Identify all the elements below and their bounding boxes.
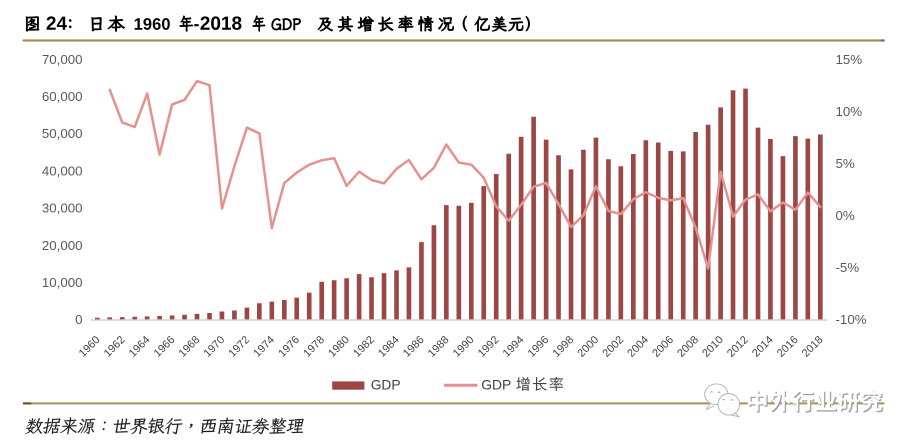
svg-text:20,000: 20,000	[42, 238, 83, 253]
svg-text:GDP: GDP	[481, 378, 511, 393]
svg-text:40,000: 40,000	[42, 163, 83, 178]
svg-text:50,000: 50,000	[42, 126, 83, 141]
svg-text:0%: 0%	[836, 208, 855, 223]
svg-text:-10%: -10%	[836, 312, 867, 327]
svg-text:10%: 10%	[836, 104, 863, 119]
svg-text:10,000: 10,000	[42, 275, 83, 290]
svg-text:30,000: 30,000	[42, 201, 83, 216]
svg-text:70,000: 70,000	[42, 52, 83, 67]
svg-text:5%: 5%	[836, 156, 855, 171]
svg-text:60,000: 60,000	[42, 89, 83, 104]
svg-text:0: 0	[75, 312, 82, 327]
svg-text:-5%: -5%	[836, 260, 860, 275]
svg-text:15%: 15%	[836, 52, 863, 67]
svg-text:GDP: GDP	[371, 378, 401, 393]
